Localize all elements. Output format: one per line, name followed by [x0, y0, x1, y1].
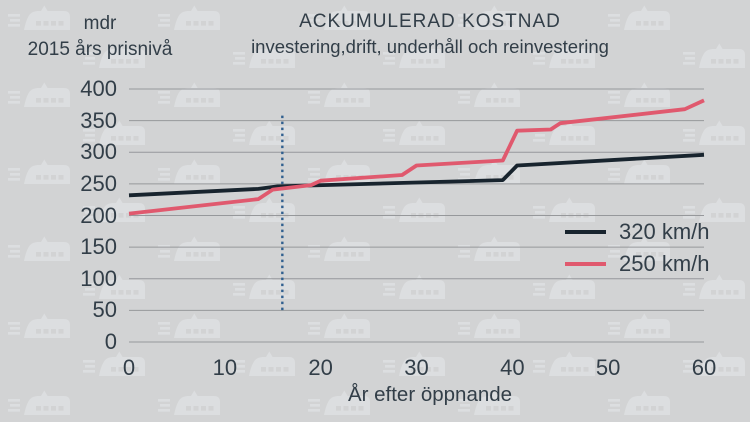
y-tick-label-350: 350 — [80, 107, 117, 133]
y-tick-label-300: 300 — [80, 139, 117, 165]
legend-item-320-km-h: 320 km/h — [565, 220, 710, 244]
chart-title: ACKUMULERAD KOSTNAD — [299, 11, 561, 32]
legend-item-250-km-h: 250 km/h — [565, 250, 710, 276]
legend-label: 320 km/h — [619, 219, 710, 244]
y-axis-unit-label: mdr 2015 års prisnivå — [10, 11, 190, 63]
y-tick-label-0: 0 — [104, 329, 117, 354]
x-tick-label-60: 60 — [691, 355, 717, 380]
x-axis-title: År efter öppnande — [347, 383, 513, 406]
y-tick-label-400: 400 — [80, 76, 117, 101]
x-tick-label-20: 20 — [308, 355, 333, 380]
y-tick-label-50: 50 — [92, 297, 117, 323]
y-axis-unit-line1: mdr — [83, 13, 117, 34]
x-tick-label-30: 30 — [404, 355, 429, 380]
series-line-250-km-h — [128, 98, 705, 216]
y-tick-label-250: 250 — [80, 170, 117, 196]
y-tick-label-200: 200 — [80, 202, 117, 228]
series-line-320-km-h — [128, 152, 705, 198]
legend-label: 250 km/h — [619, 250, 710, 276]
legend-swatch-icon — [565, 230, 606, 234]
x-tick-label-40: 40 — [500, 355, 525, 380]
y-tick-label-100: 100 — [80, 265, 117, 291]
legend-swatch-icon — [565, 261, 606, 266]
chart-subtitle: investering,drift, underhåll och reinves… — [251, 36, 609, 57]
y-tick-label-150: 150 — [80, 234, 117, 260]
x-tick-label-0: 0 — [122, 355, 136, 380]
x-tick-label-50: 50 — [595, 355, 621, 380]
x-tick-label-10: 10 — [212, 355, 238, 380]
y-axis-unit-line2: 2015 års prisnivå — [27, 39, 173, 60]
